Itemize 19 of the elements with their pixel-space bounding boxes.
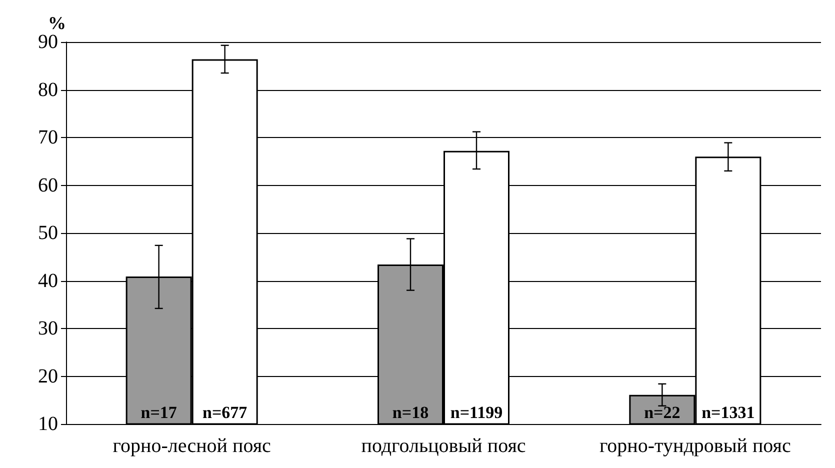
y-tick-label: 30 <box>38 318 58 340</box>
y-axis-title: % <box>48 13 66 34</box>
y-tick-label: 90 <box>38 31 58 53</box>
y-tick-label: 50 <box>38 222 58 244</box>
x-tick-label: подгольцовый пояс <box>361 435 526 457</box>
annotation: n=22 <box>644 403 680 422</box>
annotation: n=17 <box>140 403 178 422</box>
x-tick-label: горно-лесной пояс <box>112 435 272 457</box>
y-tick-label: 40 <box>38 270 58 292</box>
annotation: n=677 <box>202 403 248 422</box>
x-tick-label: горно-тундровый пояс <box>599 435 791 457</box>
y-tick-label: 10 <box>38 413 58 435</box>
annotation: n=1331 <box>702 403 755 422</box>
annotation: n=18 <box>392 403 429 422</box>
annotation: n=1199 <box>450 403 503 422</box>
y-tick-label: 80 <box>38 78 58 101</box>
y-tick-label: 20 <box>38 365 58 388</box>
y-tick-label: 70 <box>38 126 58 148</box>
y-tick-label: 60 <box>38 174 58 196</box>
